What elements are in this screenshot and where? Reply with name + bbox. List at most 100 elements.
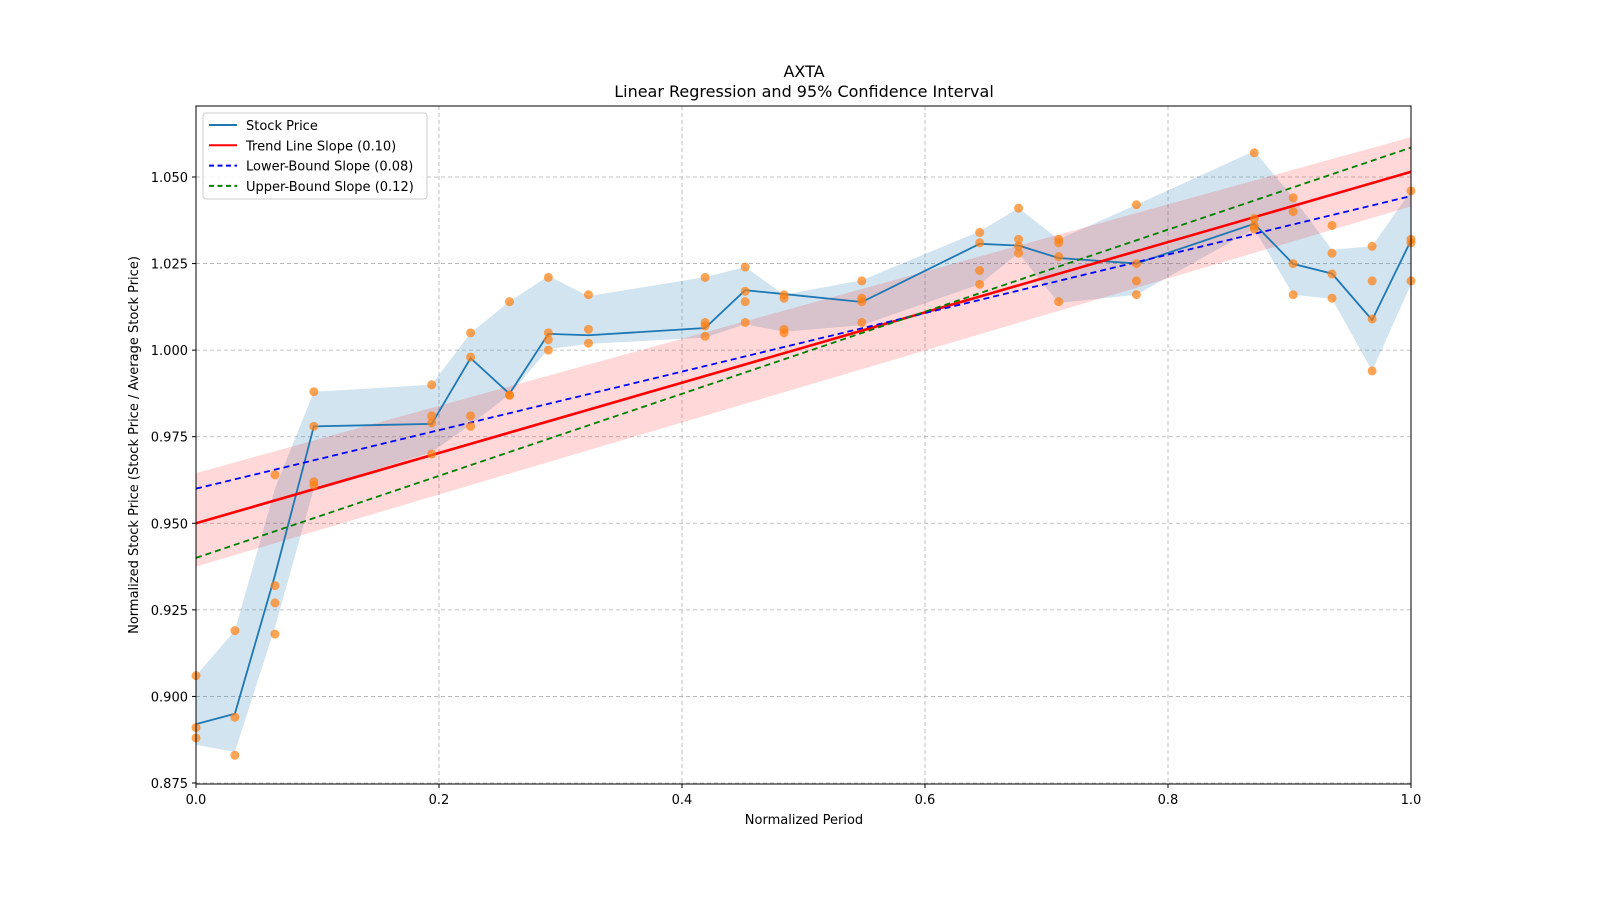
data-point [583,290,593,300]
data-point [270,470,280,480]
data-point [1367,366,1377,376]
data-point [779,328,789,338]
data-point [857,276,867,286]
data-point [270,598,280,608]
x-tick-label: 0.2 [429,793,450,808]
data-point [857,317,867,327]
data-point [1014,203,1024,213]
data-point [740,297,750,307]
data-point [1367,314,1377,324]
trend-line [195,170,1412,525]
legend-label: Lower-Bound Slope (0.08) [246,160,413,175]
data-point [1288,290,1298,300]
plot-frame [195,105,1412,785]
data-point [1327,269,1337,279]
data-point [1367,276,1377,286]
data-point [975,227,985,237]
data-point [1367,241,1377,251]
x-tick-label: 0.4 [672,793,693,808]
y-tick-label: 0.975 [151,431,188,446]
x-axis: 0.0 0.2 0.4 0.6 0.8 1.0 [186,784,1422,808]
data-point [1131,290,1141,300]
data-point [543,345,553,355]
stock-price-line [195,222,1412,726]
data-point [543,335,553,345]
data-point [1288,207,1298,217]
data-point [543,328,553,338]
data-point [700,331,710,341]
data-point [466,411,476,421]
x-tick-label: 1.0 [1401,793,1422,808]
data-point [1014,234,1024,244]
data-point [309,480,319,490]
y-axis: 0.875 0.900 0.925 0.950 0.975 1.000 1.025 1.050 [151,171,196,792]
chart-subtitle: Linear Regression and 95% Confidence Int… [614,82,994,101]
data-point [543,272,553,282]
data-point [1327,220,1337,230]
data-point [230,712,240,722]
data-point [466,328,476,338]
legend: Stock Price Trend Line Slope (0.10) Lower-… [202,112,428,200]
data-point [427,380,437,390]
data-point [975,238,985,248]
data-point [779,293,789,303]
data-point [975,265,985,275]
data-point [309,421,319,431]
legend-box [202,112,428,200]
lines [195,146,1412,726]
y-tick-label: 0.925 [151,604,188,619]
data-point [1327,293,1337,303]
data-point [309,387,319,397]
data-point [504,390,514,400]
upper-bound-line [195,146,1412,559]
data-point [1249,148,1259,158]
data-point [857,297,867,307]
data-point [740,317,750,327]
data-point [230,626,240,636]
data-point [700,321,710,331]
data-point [1054,238,1064,248]
data-point [583,324,593,334]
y-tick-label: 1.025 [151,258,188,273]
data-point [270,581,280,591]
data-point [740,286,750,296]
data-point [1131,259,1141,269]
x-tick-label: 0.0 [186,793,207,808]
x-tick-label: 0.6 [915,793,936,808]
data-point [427,411,437,421]
data-point [1327,248,1337,258]
data-point [427,418,437,428]
data-point [700,272,710,282]
x-tick-label: 0.8 [1158,793,1179,808]
y-tick-label: 1.000 [151,344,188,359]
data-point [1249,214,1259,224]
y-axis-label: Normalized Stock Price (Stock Price / Av… [127,256,142,634]
data-point [740,262,750,272]
data-point [1288,259,1298,269]
bands [196,137,1411,752]
y-tick-label: 0.875 [151,777,188,792]
x-axis-label: Normalized Period [745,813,863,828]
data-point [1288,193,1298,203]
data-point [1249,224,1259,234]
data-point [583,338,593,348]
chart-title: AXTA [783,62,824,81]
legend-label: Upper-Bound Slope (0.12) [246,180,414,195]
scatter-points [191,148,1416,760]
data-point [270,629,280,639]
data-point [1014,241,1024,251]
y-tick-label: 1.050 [151,171,188,186]
data-point [504,297,514,307]
data-point [975,279,985,289]
y-tick-label: 0.950 [151,517,188,532]
data-point [1014,248,1024,258]
data-point [230,750,240,760]
legend-label: Stock Price [246,119,318,134]
data-point [1054,252,1064,262]
data-point [1054,297,1064,307]
legend-label: Trend Line Slope (0.10) [245,139,396,154]
data-point [1131,276,1141,286]
lower-bound-line [195,195,1412,490]
data-point [466,421,476,431]
